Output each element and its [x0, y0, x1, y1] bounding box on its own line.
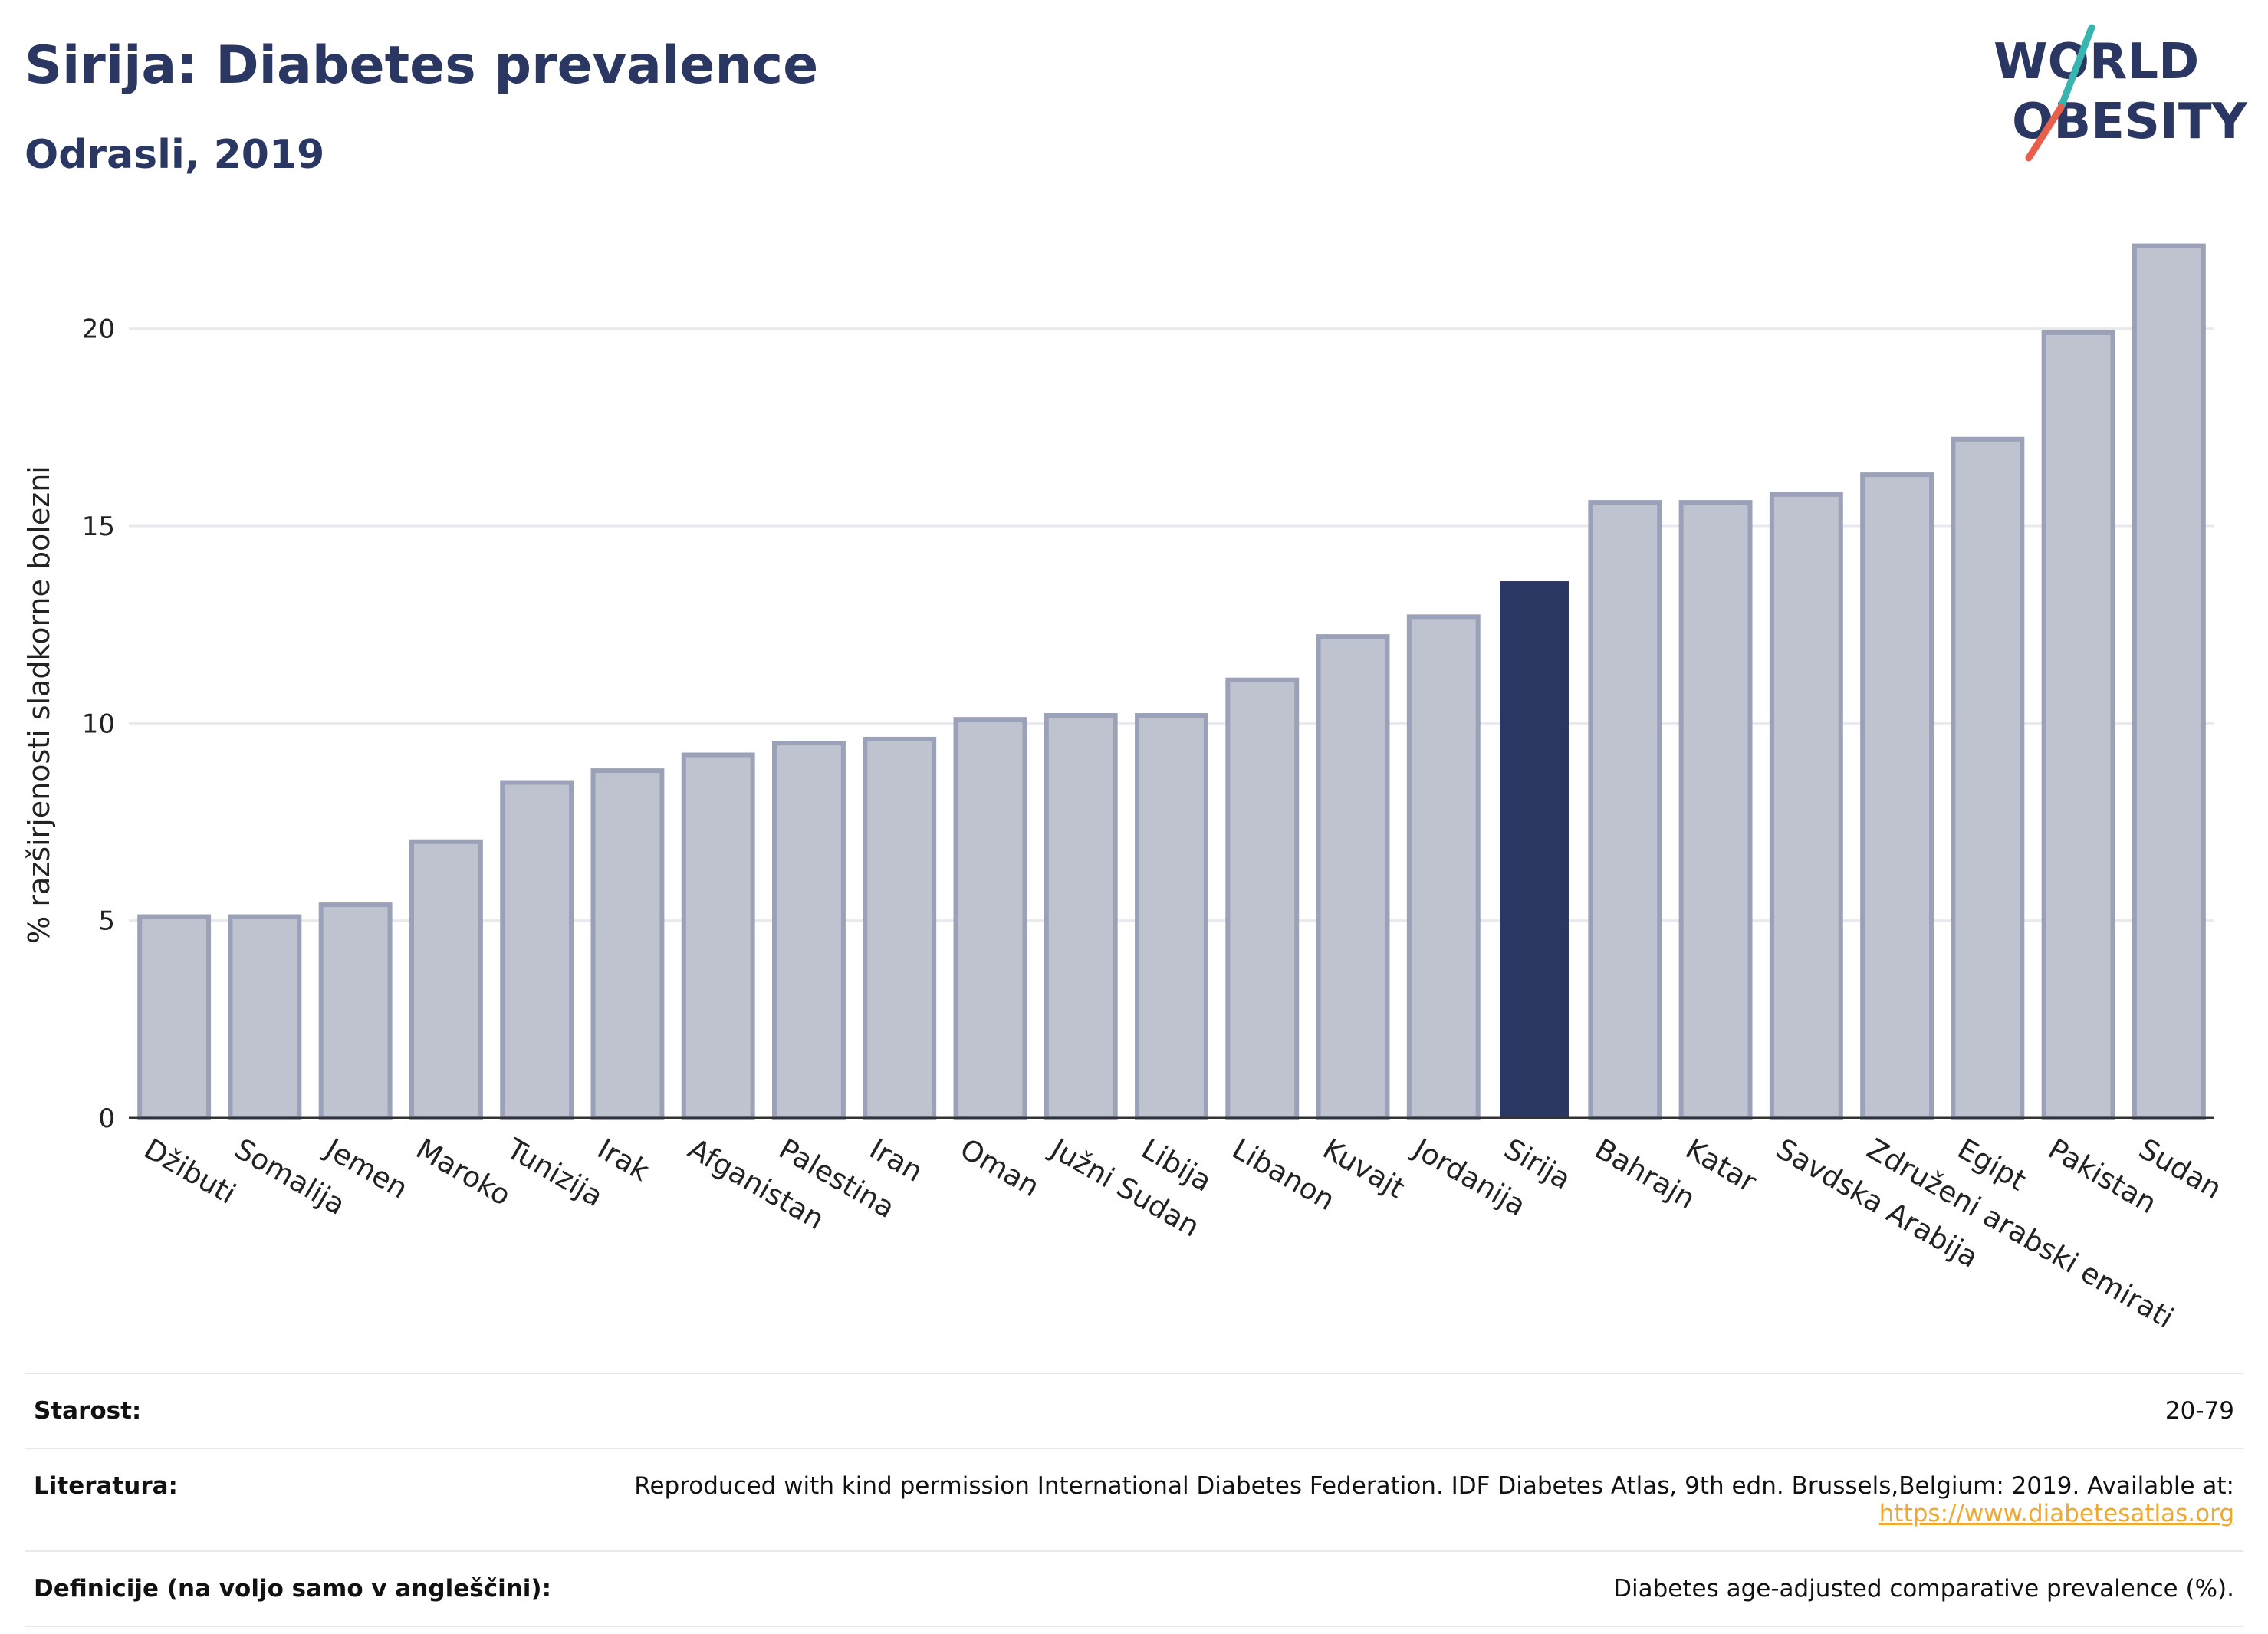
y-tick-label: 10: [82, 709, 115, 739]
meta-value: Reproduced with kind permission Internat…: [634, 1472, 2234, 1527]
bar-iran: [863, 736, 937, 1120]
x-tick-label: Maroko: [410, 1133, 516, 1212]
meta-value: Diabetes age-adjusted comparative preval…: [1613, 1575, 2234, 1603]
meta-label: Starost:: [34, 1397, 142, 1425]
bar-irak: [590, 768, 665, 1120]
metadata-table: Starost: 20-79 Literatura: Reproduced wi…: [25, 1373, 2243, 1627]
source-text: Reproduced with kind permission Internat…: [634, 1472, 2234, 1500]
bar-katar: [1678, 500, 1753, 1120]
y-tick-label: 15: [82, 511, 115, 542]
bar-jemen: [318, 902, 393, 1120]
bar-sirija: [1500, 581, 1569, 1118]
world-obesity-logo: WORLD OBESITY: [1994, 24, 2247, 162]
x-tick-label: Bahrajn: [1589, 1133, 1701, 1216]
meta-row-source: Literatura: Reproduced with kind permiss…: [25, 1448, 2243, 1550]
bar-džibuti: [137, 914, 212, 1121]
bar-egipt: [1951, 436, 2025, 1120]
logo-slash-teal: [2057, 24, 2095, 111]
meta-row-age: Starost: 20-79: [25, 1373, 2243, 1448]
x-tick-label: Tunizija: [501, 1132, 609, 1213]
bar-chart: 05101520DžibutiSomalijaJemenMarokoTunizi…: [22, 243, 2227, 1335]
logo-line-1: WORLD: [1994, 34, 2199, 90]
bar-afganistan: [681, 752, 755, 1120]
x-tick-label: Džibuti: [139, 1133, 242, 1211]
bar-somalija: [228, 914, 302, 1121]
bar-južni-sudan: [1044, 713, 1118, 1120]
page-subtitle: Odrasli, 2019: [25, 132, 325, 178]
meta-label: Definicije (na voljo samo v angleščini):: [34, 1575, 551, 1603]
bar-sudan: [2132, 243, 2206, 1120]
bar-bahrajn: [1588, 500, 1662, 1120]
bar-tunizija: [500, 780, 574, 1120]
x-tick-label: Oman: [955, 1133, 1045, 1204]
bar-kuvajt: [1316, 634, 1390, 1120]
y-tick-label: 5: [98, 906, 115, 937]
source-link[interactable]: https://www.diabetesatlas.org: [1878, 1500, 2234, 1527]
bars: [137, 243, 2206, 1121]
y-axis-title: % razširjenosti sladkorne bolezni: [22, 465, 56, 944]
x-tick-label: Irak: [592, 1133, 656, 1189]
bar-palestina: [772, 741, 846, 1120]
bar-pakistan: [2041, 330, 2115, 1120]
bar-oman: [953, 717, 1027, 1120]
y-tick-label: 0: [98, 1103, 115, 1134]
bar-združeni-arabski-emirati: [1860, 472, 1934, 1120]
logo-slash-coral: [2025, 104, 2065, 162]
x-tick-label: Libanon: [1227, 1133, 1340, 1218]
bar-libanon: [1225, 677, 1300, 1120]
bar-jordanija: [1406, 614, 1481, 1120]
meta-value: 20-79: [2164, 1397, 2234, 1425]
bar-maroko: [409, 839, 483, 1120]
y-tick-label: 20: [82, 314, 115, 345]
meta-label: Literatura:: [34, 1472, 178, 1500]
meta-row-definitions: Definicije (na voljo samo v angleščini):…: [25, 1550, 2243, 1627]
page-title: Sirija: Diabetes prevalence: [25, 35, 819, 96]
bar-savdska-arabija: [1769, 492, 1843, 1120]
bar-libija: [1135, 713, 1208, 1120]
